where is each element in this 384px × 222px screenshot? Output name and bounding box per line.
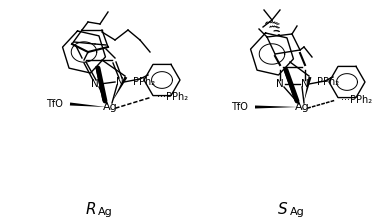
Text: Ag: Ag bbox=[98, 207, 113, 217]
Text: $\mathit{S}$: $\mathit{S}$ bbox=[277, 201, 288, 217]
Text: ···PPh₂: ···PPh₂ bbox=[157, 92, 188, 102]
Text: Ag: Ag bbox=[295, 102, 310, 112]
Text: N: N bbox=[276, 79, 284, 89]
Text: PPh₂: PPh₂ bbox=[317, 77, 339, 87]
Text: Ag: Ag bbox=[103, 102, 118, 112]
Polygon shape bbox=[255, 105, 298, 109]
Text: N: N bbox=[116, 77, 124, 87]
Polygon shape bbox=[112, 76, 127, 102]
Text: N: N bbox=[91, 79, 99, 89]
Polygon shape bbox=[70, 103, 106, 107]
Text: $\mathit{R}$: $\mathit{R}$ bbox=[85, 201, 96, 217]
Text: TfO: TfO bbox=[231, 102, 248, 112]
Polygon shape bbox=[304, 77, 311, 102]
Text: N: N bbox=[301, 79, 309, 89]
Text: PPh₂: PPh₂ bbox=[133, 77, 155, 87]
Text: ···PPh₂: ···PPh₂ bbox=[341, 95, 372, 105]
Text: TfO: TfO bbox=[46, 99, 63, 109]
Text: Ag: Ag bbox=[290, 207, 305, 217]
